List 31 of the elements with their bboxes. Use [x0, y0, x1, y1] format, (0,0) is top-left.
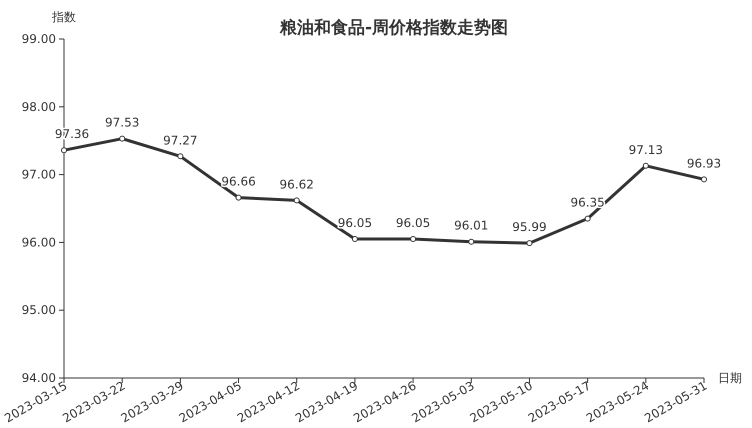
- data-label: 97.27: [163, 133, 198, 148]
- data-label: 96.62: [280, 177, 314, 192]
- point: [410, 236, 416, 242]
- data-label: 96.01: [454, 218, 488, 233]
- point: [236, 194, 242, 201]
- x-axis-title: 日期: [718, 371, 742, 385]
- point: [468, 238, 474, 245]
- point: [642, 162, 649, 169]
- data-label: 95.99: [512, 220, 547, 234]
- point: [177, 153, 184, 160]
- data-label: 97.13: [628, 142, 663, 157]
- point: [352, 236, 358, 242]
- point: [119, 136, 126, 142]
- point: [526, 240, 532, 246]
- data-label: 96.05: [338, 216, 372, 230]
- y-tick-label: 95.00: [22, 303, 56, 318]
- data-label: 97.53: [105, 116, 140, 130]
- data-label: 96.05: [396, 216, 430, 230]
- point: [701, 176, 707, 182]
- point: [584, 216, 591, 222]
- y-tick-label: 94.00: [22, 371, 56, 385]
- y-tick-label: 99.00: [22, 32, 56, 46]
- data-label: 96.66: [221, 174, 256, 189]
- point: [294, 197, 300, 204]
- y-tick-label: 96.00: [22, 235, 56, 250]
- y-tick-label: 98.00: [22, 100, 56, 114]
- y-axis-title: 指数: [51, 10, 76, 24]
- y-tick-label: 97.00: [22, 168, 56, 182]
- point: [61, 147, 67, 154]
- chart-title: 粮油和食品-周价格指数走势图: [278, 18, 508, 38]
- data-label: 96.93: [686, 156, 722, 170]
